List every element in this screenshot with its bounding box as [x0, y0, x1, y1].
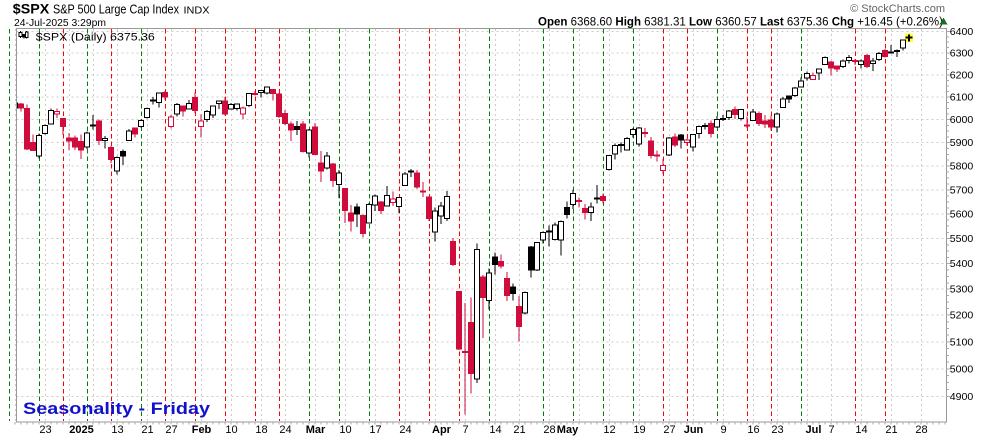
- svg-text:5200: 5200: [950, 311, 974, 322]
- svg-text:16: 16: [747, 424, 759, 436]
- svg-text:21: 21: [513, 424, 525, 436]
- svg-text:24: 24: [399, 424, 411, 436]
- svg-text:24-Jul-2025 3:29pm: 24-Jul-2025 3:29pm: [14, 18, 106, 29]
- svg-text:14: 14: [855, 424, 867, 436]
- svg-text:6300: 6300: [950, 49, 974, 60]
- svg-text:7: 7: [828, 424, 834, 436]
- svg-text:27: 27: [165, 424, 177, 436]
- svg-text:Mar: Mar: [306, 424, 326, 436]
- svg-text:5300: 5300: [950, 285, 974, 296]
- svg-text:$SPX: $SPX: [13, 1, 50, 17]
- svg-text:INDX: INDX: [184, 5, 210, 17]
- svg-text:5400: 5400: [950, 259, 974, 270]
- svg-text:13: 13: [111, 424, 123, 436]
- svg-text:9: 9: [720, 424, 726, 436]
- svg-text:Jul: Jul: [806, 424, 822, 436]
- svg-text:12: 12: [603, 424, 615, 436]
- svg-text:5900: 5900: [950, 138, 974, 149]
- svg-text:21: 21: [141, 424, 153, 436]
- svg-text:6200: 6200: [950, 70, 974, 81]
- svg-text:23: 23: [771, 424, 783, 436]
- svg-text:5100: 5100: [950, 337, 974, 348]
- svg-text:5500: 5500: [950, 234, 974, 245]
- svg-text:Apr: Apr: [432, 424, 452, 436]
- svg-text:10: 10: [225, 424, 237, 436]
- svg-text:7: 7: [462, 424, 468, 436]
- svg-text:21: 21: [885, 424, 897, 436]
- svg-text:6000: 6000: [950, 115, 974, 126]
- svg-text:14: 14: [489, 424, 501, 436]
- svg-text:28: 28: [915, 424, 927, 436]
- svg-text:19: 19: [633, 424, 645, 436]
- svg-text:S&P 500 Large Cap Index: S&P 500 Large Cap Index: [53, 3, 180, 17]
- svg-text:10: 10: [339, 424, 351, 436]
- svg-text:18: 18: [255, 424, 267, 436]
- svg-text:5800: 5800: [950, 162, 974, 173]
- svg-text:28: 28: [543, 424, 555, 436]
- svg-text:Jun: Jun: [684, 424, 704, 436]
- svg-text:5000: 5000: [950, 364, 974, 375]
- svg-text:6400: 6400: [950, 27, 974, 38]
- svg-text:2025: 2025: [69, 424, 93, 436]
- svg-text:Seasonality - Friday: Seasonality - Friday: [23, 400, 211, 418]
- svg-text:Open 6368.60 High 6381.31 Low: Open 6368.60 High 6381.31 Low 6360.57 La…: [538, 17, 943, 29]
- svg-text:4900: 4900: [950, 392, 974, 403]
- svg-text:© StockCharts.com: © StockCharts.com: [850, 3, 945, 15]
- svg-text:27: 27: [663, 424, 675, 436]
- svg-text:17: 17: [369, 424, 381, 436]
- svg-text:23: 23: [39, 424, 51, 436]
- svg-text:Feb: Feb: [192, 424, 212, 436]
- svg-text:$SPX (Daily) 6375.36: $SPX (Daily) 6375.36: [36, 31, 155, 43]
- svg-text:May: May: [557, 424, 579, 436]
- svg-text:6100: 6100: [950, 93, 974, 104]
- svg-text:5700: 5700: [950, 185, 974, 196]
- svg-text:24: 24: [279, 424, 291, 436]
- svg-text:5600: 5600: [950, 210, 974, 221]
